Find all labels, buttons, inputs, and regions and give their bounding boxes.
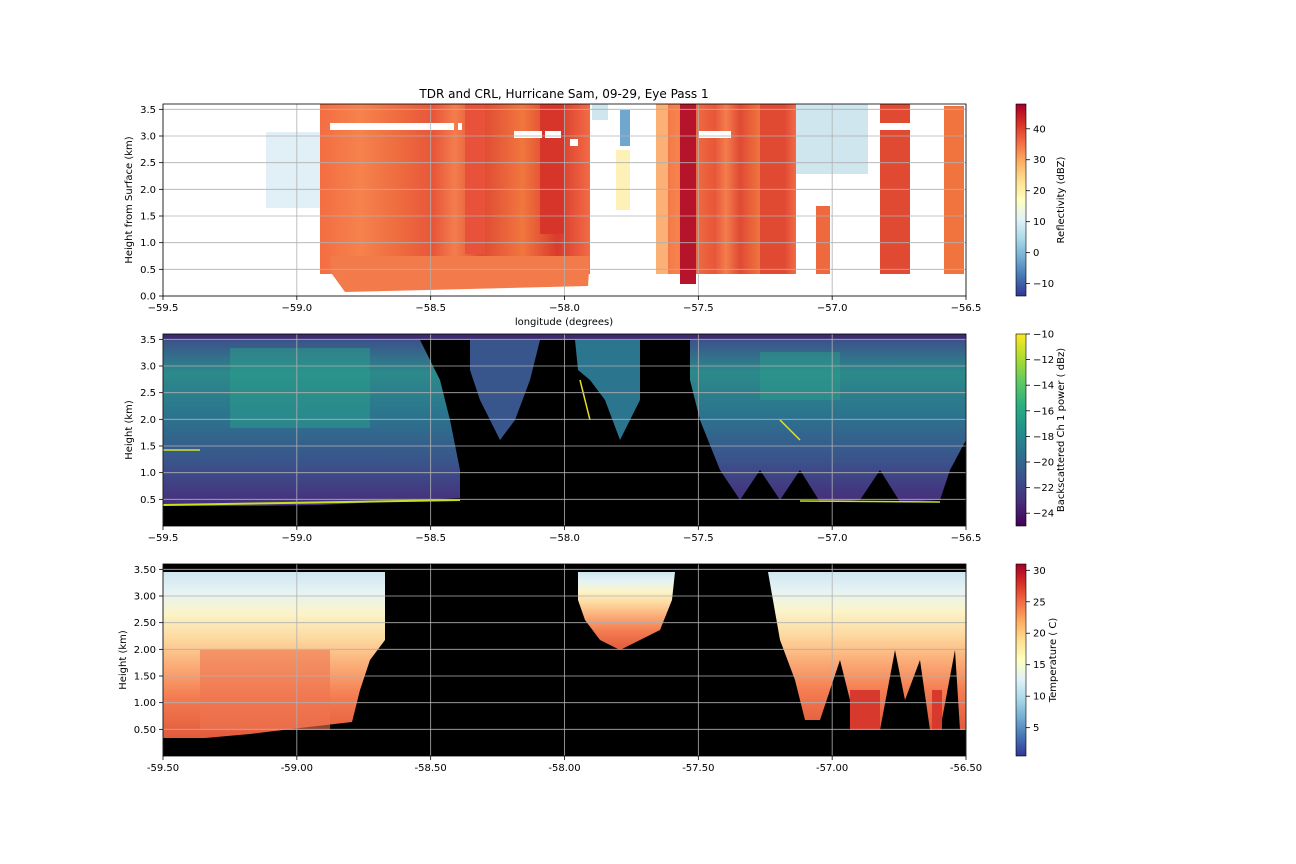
y-tick-label: 1.0 [140, 238, 156, 249]
colorbar-gradient [1015, 333, 1027, 527]
x-tick-label: −57.0 [817, 303, 848, 314]
x-tick-label: -57.00 [816, 763, 848, 774]
y-tick-label: 3.00 [134, 592, 156, 603]
colorbar: 5 10 15 20 25 30 Temperature ( C) [1015, 563, 1059, 757]
y-tick-label: 3.5 [140, 105, 156, 116]
colorbar-tick-label: −20 [1033, 458, 1054, 469]
colorbar-label: Temperature ( C) [1048, 618, 1059, 704]
y-tick-label: 0.5 [140, 265, 156, 276]
x-tick-labels: −59.5 −59.0 −58.5 −58.0 −57.5 −57.0 −56.5 [148, 296, 982, 314]
y-tick-label: 2.5 [140, 158, 156, 169]
colorbar-tick-label: 20 [1033, 186, 1046, 197]
colorbar-gradient [1015, 103, 1027, 297]
surface-return [162, 499, 461, 506]
panel-reflectivity: −59.5 −59.0 −58.5 −58.0 −57.5 −57.0 −56.5 0.00… [124, 103, 1067, 328]
x-tick-label: -58.50 [415, 763, 447, 774]
x-tick-label: −58.0 [549, 533, 580, 544]
x-tick-label: −59.5 [148, 533, 179, 544]
colorbar-label: Reflectivity (dBZ) [1056, 156, 1067, 243]
colorbar-tick-label: 30 [1033, 155, 1046, 166]
x-tick-label: −56.5 [951, 533, 982, 544]
y-tick-label: 1.5 [140, 212, 156, 223]
colorbar-tick-label: −14 [1033, 381, 1054, 392]
x-tick-label: −59.0 [282, 303, 313, 314]
x-tick-label: −59.5 [148, 303, 179, 314]
colorbar: −24 −22 −20 −18 −16 −14 −12 −10 Backscattered C… [1015, 330, 1067, 527]
y-tick-labels: 0.0 0.5 1.0 1.5 2.0 2.5 3.0 3.5 [140, 105, 163, 303]
y-tick-label: 2.5 [140, 388, 156, 399]
colorbar-label: Backscattered Ch 1 power ( dBz) [1056, 348, 1067, 512]
x-tick-label: -57.50 [682, 763, 714, 774]
x-tick-label: −59.0 [282, 533, 313, 544]
x-axis-label: longitude (degrees) [515, 317, 613, 328]
y-tick-label: 0.5 [140, 495, 156, 506]
y-tick-label: 1.5 [140, 442, 156, 453]
y-tick-label: 1.0 [140, 468, 156, 479]
x-tick-label: -59.00 [281, 763, 313, 774]
colorbar-tick-label: −10 [1033, 279, 1054, 290]
y-tick-labels: 0.50 1.00 1.50 2.00 2.50 3.00 3.50 [134, 565, 163, 736]
y-tick-labels: 0.5 1.0 1.5 2.0 2.5 3.0 3.5 [140, 335, 163, 506]
rain-band-west-base [330, 256, 590, 292]
colorbar-tick-label: 20 [1033, 629, 1046, 640]
y-axis-label: Height (km) [124, 400, 135, 460]
colorbar-tick-label: −18 [1033, 432, 1054, 443]
x-tick-label: -56.50 [950, 763, 982, 774]
colorbar-tick-label: −22 [1033, 483, 1054, 494]
temperature-mid [578, 572, 675, 650]
colorbar-tick-label: 5 [1033, 723, 1039, 734]
x-tick-label: −57.5 [683, 303, 714, 314]
x-tick-label: −58.5 [415, 303, 446, 314]
panel-temperature: -59.50 -59.00 -58.50 -58.00 -57.50 -57.00 -56.… [118, 563, 1059, 774]
y-tick-label: 2.50 [134, 618, 156, 629]
y-axis-label: Height (km) [118, 630, 129, 690]
colorbar-tick-label: 10 [1033, 217, 1046, 228]
chart-title: TDR and CRL, Hurricane Sam, 09-29, Eye P… [418, 87, 708, 101]
x-tick-label: −57.0 [817, 533, 848, 544]
x-tick-label: −58.5 [415, 533, 446, 544]
y-tick-label: 2.00 [134, 645, 156, 656]
panel-lidar-backscatter: −59.5 −59.0 −58.5 −58.0 −57.5 −57.0 −56.5 0.5 1… [124, 330, 1067, 545]
x-tick-labels: −59.5 −59.0 −58.5 −58.0 −57.5 −57.0 −56.5 [148, 526, 982, 544]
y-tick-label: 3.50 [134, 565, 156, 576]
colorbar-tick-label: 40 [1033, 124, 1046, 135]
x-tick-labels: -59.50 -59.00 -58.50 -58.00 -57.50 -57.00 -56.… [147, 756, 982, 774]
colorbar-ticks: 5 10 15 20 25 30 [1026, 566, 1046, 734]
colorbar-tick-label: −24 [1033, 509, 1054, 520]
colorbar-tick-label: 10 [1033, 692, 1046, 703]
y-tick-label: 1.00 [134, 698, 156, 709]
backscatter-east [690, 340, 966, 502]
colorbar-tick-label: −10 [1033, 330, 1054, 341]
y-tick-label: 3.0 [140, 362, 156, 373]
y-tick-label: 0.0 [140, 292, 156, 303]
colorbar-tick-label: 0 [1033, 248, 1039, 259]
gridlines [162, 564, 967, 756]
x-tick-label: -58.00 [548, 763, 580, 774]
y-tick-label: 0.50 [134, 725, 156, 736]
temperature-east [768, 572, 966, 730]
colorbar-ticks: −10 0 10 20 30 40 [1026, 124, 1054, 290]
colorbar-gradient [1015, 563, 1027, 757]
x-tick-label: −56.5 [951, 303, 982, 314]
y-tick-label: 2.0 [140, 415, 156, 426]
colorbar-tick-label: −12 [1033, 355, 1054, 366]
colorbar: −10 0 10 20 30 40 Reflectivity (dBZ) [1015, 103, 1067, 297]
eyewall-core [680, 104, 696, 284]
x-tick-label: −58.0 [549, 303, 580, 314]
y-tick-label: 3.0 [140, 132, 156, 143]
weak-echo-left [266, 132, 326, 208]
x-tick-label: -59.50 [147, 763, 179, 774]
colorbar-tick-label: −16 [1033, 406, 1054, 417]
colorbar-tick-label: 30 [1033, 566, 1046, 577]
y-tick-label: 2.0 [140, 185, 156, 196]
colorbar-ticks: −24 −22 −20 −18 −16 −14 −12 −10 [1026, 330, 1054, 520]
colorbar-tick-label: 25 [1033, 597, 1046, 608]
y-axis-label: Height from Surface (km) [124, 136, 135, 263]
y-tick-label: 1.50 [134, 672, 156, 683]
x-tick-label: −57.5 [683, 533, 714, 544]
colorbar-tick-label: 15 [1033, 660, 1046, 671]
y-tick-label: 3.5 [140, 335, 156, 346]
